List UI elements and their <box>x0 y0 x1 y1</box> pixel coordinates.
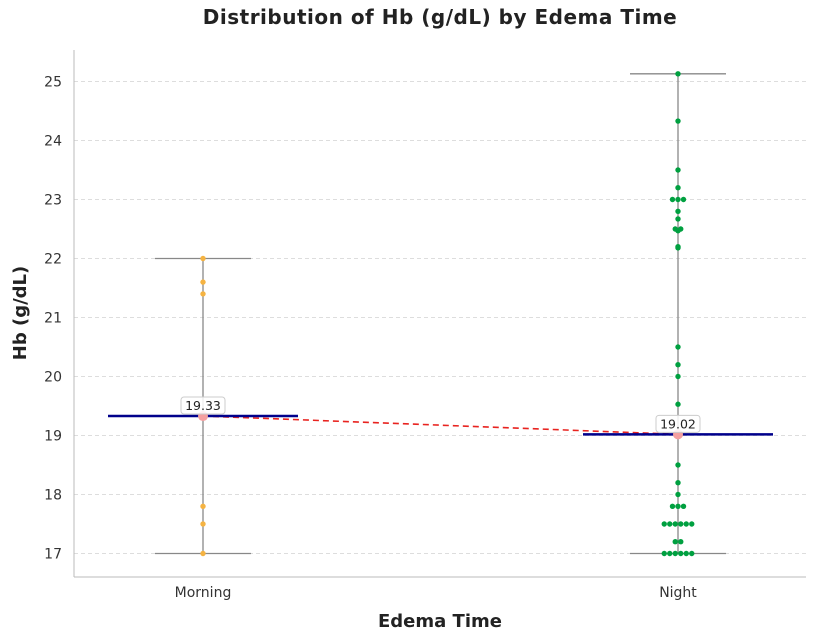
grid-lines <box>74 81 806 554</box>
data-point <box>675 462 681 468</box>
data-point <box>672 521 678 527</box>
mean-labels: 19.33 19.02 <box>180 396 701 433</box>
data-point <box>669 503 676 509</box>
data-point <box>667 550 673 557</box>
data-point <box>678 521 684 527</box>
data-point <box>675 362 681 368</box>
data-point <box>683 550 689 557</box>
data-point <box>675 373 681 380</box>
chart-title: Distribution of Hb (g/dL) by Edema Time <box>203 5 677 29</box>
data-point <box>675 344 681 350</box>
data-point <box>678 539 684 545</box>
data-point <box>675 244 681 250</box>
data-point <box>689 521 695 527</box>
x-axis-label: Edema Time <box>378 611 502 632</box>
y-tick-label: 20 <box>44 370 62 386</box>
data-point <box>661 521 667 527</box>
mean-label: 19.02 <box>660 416 696 431</box>
data-point <box>675 216 681 222</box>
data-point <box>661 550 667 557</box>
data-point <box>675 118 681 124</box>
data-point <box>675 491 681 498</box>
y-tick-label: 19 <box>44 429 62 445</box>
data-point <box>667 521 673 527</box>
data-point <box>200 279 206 285</box>
data-point <box>200 503 206 509</box>
x-tick-labels: Morning Night <box>175 585 698 601</box>
data-point <box>678 550 684 557</box>
data-point <box>683 521 689 527</box>
mean-label-box <box>180 396 226 415</box>
y-tick-label: 22 <box>44 252 62 268</box>
mean-label-box <box>655 414 701 433</box>
data-point <box>675 196 681 203</box>
data-point <box>680 196 687 203</box>
data-point <box>200 255 206 262</box>
range-whiskers <box>155 73 726 555</box>
data-point <box>689 550 695 557</box>
data-point <box>675 167 681 173</box>
data-point <box>675 208 681 214</box>
data-point <box>672 226 678 232</box>
axes <box>73 50 806 578</box>
mean-label: 19.33 <box>185 398 221 413</box>
data-point <box>200 291 206 297</box>
y-tick-label: 17 <box>44 547 62 563</box>
y-tick-label: 23 <box>44 193 62 209</box>
y-tick-label: 25 <box>44 75 62 91</box>
data-point <box>672 550 678 557</box>
data-point <box>675 401 681 407</box>
data-point <box>200 521 206 527</box>
x-tick-label: Morning <box>175 585 232 601</box>
data-point <box>672 539 678 545</box>
data-point <box>669 196 676 203</box>
y-tick-label: 21 <box>44 311 62 327</box>
y-tick-labels: 17 18 19 20 21 22 23 24 25 <box>44 75 62 563</box>
data-point <box>678 226 684 232</box>
data-point <box>200 550 206 557</box>
y-tick-label: 24 <box>44 134 62 150</box>
x-tick-label: Night <box>659 585 697 601</box>
data-point <box>675 480 681 486</box>
data-point <box>675 503 681 509</box>
data-point <box>680 503 687 509</box>
data-point <box>675 71 681 77</box>
y-tick-label: 18 <box>44 488 62 504</box>
y-axis-label: Hb (g/dL) <box>10 266 31 360</box>
data-point <box>675 185 681 191</box>
mean-trend-line <box>202 415 679 436</box>
data-points <box>200 71 695 557</box>
